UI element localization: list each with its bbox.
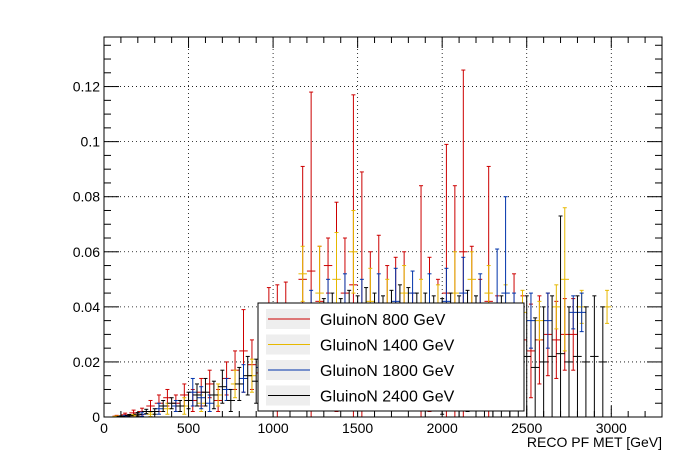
data-point (197, 386, 206, 410)
legend: GluinoN 800 GeV GluinoN 1400 GeV GluinoN 1… (257, 302, 525, 412)
legend-entry: GluinoN 2400 GeV (266, 385, 455, 406)
data-point (552, 284, 561, 330)
axis-tick-labels: 0 500 1000 1500 2000 2500 3000 0 0.02 0.04 0.06 0.0… (73, 79, 627, 436)
x-axis-label: RECO PF MET [GeV] (527, 434, 662, 450)
data-point (243, 355, 252, 396)
legend-entry: GluinoN 1800 GeV (266, 360, 455, 380)
data-point (218, 369, 227, 404)
legend-label: GluinoN 800 GeV (320, 312, 446, 329)
data-point (349, 209, 358, 294)
data-point (556, 215, 565, 418)
data-point (569, 295, 578, 330)
x-tick-label: 1000 (258, 420, 289, 436)
legend-label: GluinoN 2400 GeV (320, 389, 455, 406)
data-point (543, 292, 553, 349)
x-tick-label: 2000 (427, 420, 458, 436)
y-tick-label: 0.1 (81, 134, 101, 150)
data-point (158, 399, 168, 412)
y-tick-label: 0.12 (73, 79, 100, 95)
plot-frame (103, 36, 663, 418)
series-2 (112, 207, 612, 418)
y-tick-label: 0.04 (73, 299, 100, 315)
data-point (209, 380, 219, 410)
data-point (535, 300, 544, 341)
data-point (590, 295, 599, 418)
data-point (539, 306, 548, 418)
data-point (467, 251, 476, 308)
y-tick-label: 0 (92, 409, 100, 425)
data-point (526, 292, 536, 349)
legend-label: GluinoN 1800 GeV (320, 363, 455, 380)
legend-entry: GluinoN 800 GeV (266, 309, 446, 329)
y-tick-label: 0.08 (73, 189, 100, 205)
data-point (298, 245, 307, 302)
data-point (142, 408, 151, 415)
data-point (547, 295, 557, 418)
data-point (530, 317, 540, 418)
data-point (564, 306, 574, 418)
axis-ticks (103, 37, 662, 418)
data-point (239, 364, 248, 393)
data-point (577, 292, 586, 333)
data-point (205, 369, 214, 399)
legend-entry: GluinoN 1400 GeV (266, 334, 455, 355)
data-point (573, 295, 582, 418)
y-tick-label: 0.06 (73, 244, 100, 260)
data-point (146, 399, 155, 412)
x-tick-label: 500 (177, 420, 201, 436)
data-point (175, 399, 185, 412)
x-tick-label: 2500 (511, 420, 542, 436)
x-tick-label: 1500 (342, 420, 373, 436)
x-tick-label: 0 (100, 420, 108, 436)
data-point (226, 388, 236, 412)
x-tick-label: 3000 (596, 420, 627, 436)
data-point (167, 397, 176, 410)
data-point (201, 377, 210, 407)
data-point (192, 383, 202, 407)
data-point (235, 366, 244, 401)
legend-label: GluinoN 1400 GeV (320, 338, 455, 355)
data-point (560, 207, 569, 352)
y-tick-label: 0.02 (73, 354, 100, 370)
